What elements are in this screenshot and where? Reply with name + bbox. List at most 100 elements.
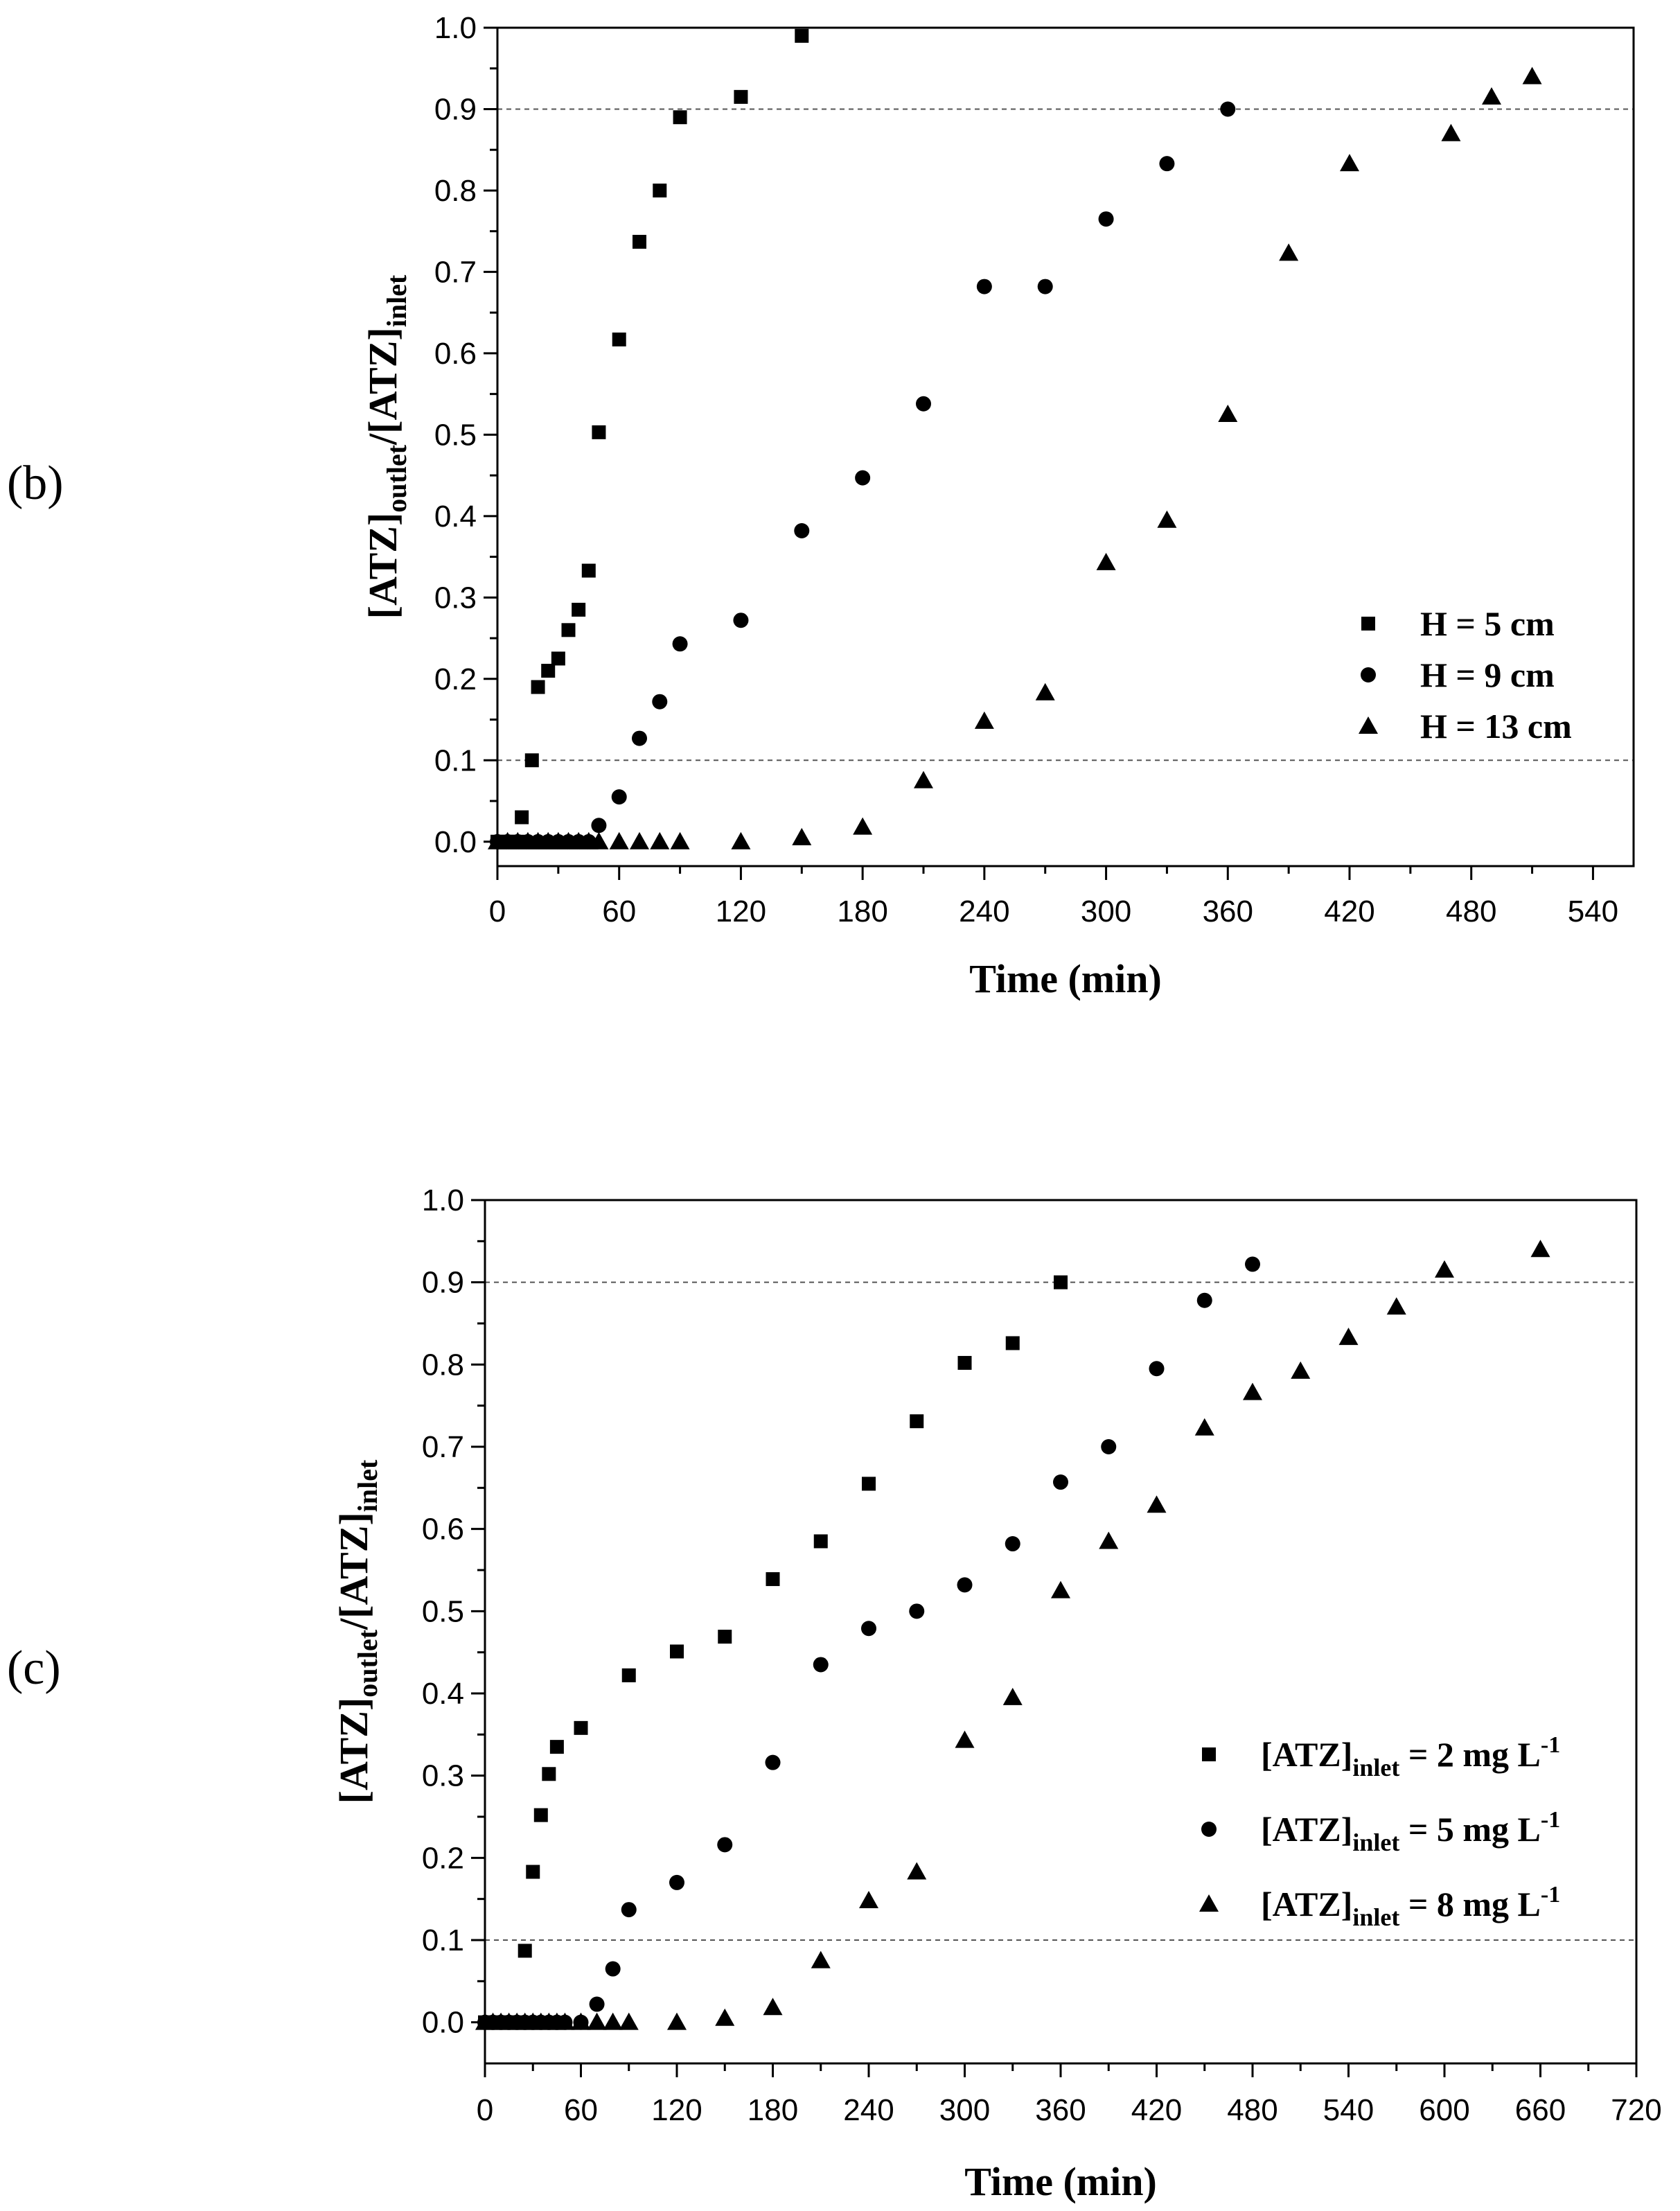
x-tick-label: 360 [1035,2093,1086,2127]
data-point [916,396,931,412]
data-point [861,1621,876,1637]
legend-label-part: [ATZ] [1261,1735,1352,1774]
data-point [859,1891,878,1909]
y-axis-title-sub: inlet [381,274,412,327]
data-point [591,818,607,834]
legend-label: H = 9 cm [1420,655,1555,694]
legend-marker [1361,617,1375,631]
legend-label-sup: -1 [1541,1732,1560,1758]
legend-label-part: = 8 mg L [1399,1885,1541,1923]
data-point [605,1961,621,1977]
data-point [765,1754,781,1770]
data-point [1101,1439,1117,1454]
data-point [611,789,627,805]
data-point [1051,1580,1070,1598]
data-point [1096,552,1116,570]
data-point [1005,1336,1020,1350]
data-point [549,1740,564,1754]
chart-panel-c: (c) 0 60 120 180 240 300 360 420 480 540 600 660 720 0… [7,1183,1662,2204]
data-point [1441,123,1461,141]
legend-marker [1202,1747,1216,1761]
x-tick-label: 480 [1227,2093,1277,2127]
data-point [592,425,606,439]
data-point [612,332,626,346]
data-point [907,1862,927,1880]
data-point [1220,101,1236,117]
data-point [1522,67,1542,85]
y-tick-label: 0.9 [434,92,477,126]
x-tick-label: 180 [837,895,887,928]
data-point [531,680,545,694]
data-point [518,1944,532,1958]
x-tick-label: 720 [1611,2093,1661,2127]
data-point [813,1534,828,1549]
data-point [632,730,647,746]
data-point [621,1902,637,1918]
data-point [715,2008,735,2026]
x-tick-label: 420 [1131,2093,1182,2127]
x-tick-label: 0 [489,895,506,928]
data-point [603,2012,623,2030]
legend-label: H = 13 cm [1420,707,1572,746]
data-point [589,1996,605,2012]
y-axis-title-part: /[ATZ] [331,1512,376,1630]
data-point [670,1644,684,1659]
y-tick-label: 0.4 [434,500,477,534]
data-point [672,636,688,652]
legend-label-part: = 2 mg L [1399,1735,1541,1774]
data-point [524,753,539,768]
x-tick-label: 540 [1568,895,1618,928]
data-point [955,1730,975,1748]
data-point [589,831,609,849]
data-point [1157,510,1177,528]
data-point [609,831,629,849]
data-point [976,279,992,294]
data-point [914,770,933,789]
y-tick-label: 0.3 [434,581,477,615]
data-point [542,1767,556,1781]
x-tick-label: 300 [1081,895,1131,928]
data-point [581,563,596,578]
legend-marker [1201,1822,1217,1837]
data-point [669,1874,684,1890]
data-point [673,110,687,125]
data-point [1482,87,1501,105]
data-point [974,711,994,729]
x-tick-label: 600 [1419,2093,1469,2127]
legend-label-sub: inlet [1352,1754,1399,1781]
y-axis-title-sub: outlet [381,444,412,512]
y-tick-label: 0.5 [422,1594,464,1628]
y-axis-title-part: /[ATZ] [360,327,405,446]
x-tick-label: 0 [477,2093,493,2127]
x-axis-title: Time (min) [964,2159,1157,2204]
y-tick-label: 0.4 [422,1677,464,1711]
y-axis-title-part: [ATZ] [360,513,405,619]
x-tick-label: 180 [748,2093,798,2127]
data-point [909,1603,925,1619]
data-point [1147,1495,1167,1513]
data-point [910,1414,924,1429]
data-point [794,523,810,538]
data-point [792,827,812,845]
y-tick-label: 0.7 [434,255,477,289]
data-point [1149,1361,1165,1377]
data-point [533,1808,548,1822]
x-tick-label: 60 [564,2093,598,2127]
data-point [1243,1382,1262,1400]
x-tick-label: 240 [959,895,1009,928]
x-tick-label: 300 [939,2093,990,2127]
x-tick-label: 480 [1446,895,1496,928]
x-tick-label: 60 [602,895,636,928]
x-tick-label: 660 [1515,2093,1566,2127]
legend-label: H = 5 cm [1420,604,1555,643]
data-point [1196,1292,1212,1308]
plot-frame [496,26,1635,867]
data-point [652,694,668,710]
data-point [572,602,586,617]
data-point [853,817,873,835]
y-tick-label: 0.5 [434,418,477,452]
data-point [763,1998,783,2016]
data-point [1435,1260,1454,1278]
data-point [731,831,751,849]
